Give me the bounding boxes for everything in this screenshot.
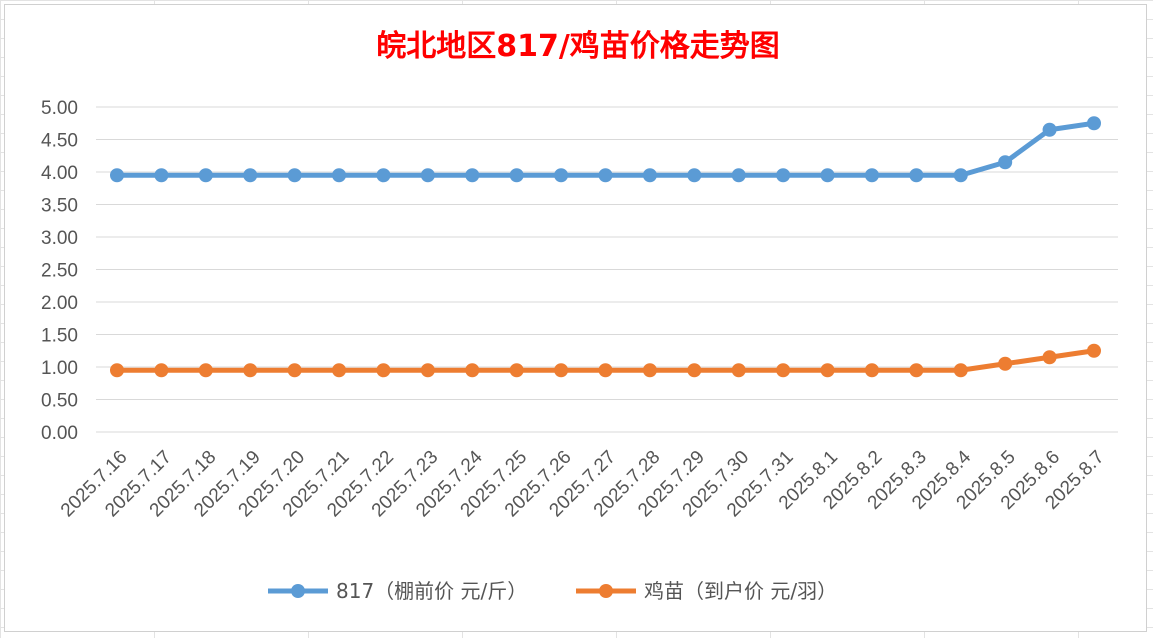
data-point[interactable] (154, 168, 169, 183)
data-point[interactable] (776, 363, 791, 378)
data-point[interactable] (731, 168, 746, 183)
data-point[interactable] (110, 168, 124, 183)
x-axis-ticks: 2025.7.162025.7.172025.7.182025.7.192025… (57, 446, 1109, 521)
y-tick-label: 2.00 (41, 293, 78, 314)
data-point[interactable] (953, 168, 968, 183)
data-point[interactable] (1087, 116, 1101, 131)
data-point[interactable] (420, 363, 435, 378)
data-point[interactable] (376, 363, 391, 378)
legend-label-chick: 鸡苗（到户价 元/羽） (644, 579, 837, 603)
data-point[interactable] (598, 168, 613, 183)
data-point[interactable] (998, 356, 1013, 371)
legend[interactable]: 817（棚前价 元/斤） 鸡苗（到户价 元/羽） (268, 579, 837, 603)
data-point[interactable] (1042, 350, 1057, 365)
data-point[interactable] (909, 168, 924, 183)
data-point[interactable] (509, 168, 524, 183)
y-tick-label: 3.00 (41, 228, 78, 249)
data-point[interactable] (420, 168, 435, 183)
data-point[interactable] (154, 363, 169, 378)
y-tick-label: 3.50 (41, 196, 78, 217)
chart-area[interactable] (4, 4, 1147, 632)
data-point[interactable] (287, 168, 302, 183)
data-point[interactable] (110, 363, 124, 378)
data-point[interactable] (864, 363, 879, 378)
series-1 (110, 343, 1101, 378)
data-point[interactable] (376, 168, 391, 183)
y-tick-label: 4.50 (41, 131, 78, 152)
data-point[interactable] (332, 168, 347, 183)
data-point[interactable] (909, 363, 924, 378)
data-point[interactable] (687, 363, 702, 378)
data-point[interactable] (731, 363, 746, 378)
data-point[interactable] (509, 363, 524, 378)
y-tick-label: 1.50 (41, 326, 78, 347)
y-tick-label: 0.00 (41, 423, 78, 444)
legend-swatch-chick-marker (599, 584, 613, 598)
chart-title: 皖北地区817/鸡苗价格走势图 (376, 29, 780, 64)
data-point[interactable] (953, 363, 968, 378)
legend-item-817[interactable]: 817（棚前价 元/斤） (268, 579, 527, 603)
data-point[interactable] (820, 363, 835, 378)
data-point[interactable] (243, 168, 258, 183)
data-point[interactable] (642, 363, 657, 378)
legend-label-817: 817（棚前价 元/斤） (336, 579, 527, 603)
y-gridlines (96, 106, 1118, 433)
y-tick-label: 1.00 (41, 358, 78, 379)
data-point[interactable] (1087, 343, 1101, 358)
data-point[interactable] (598, 363, 613, 378)
data-point[interactable] (776, 168, 791, 183)
series-0 (110, 116, 1101, 183)
data-point[interactable] (243, 363, 258, 378)
y-tick-label: 5.00 (41, 98, 78, 119)
data-point[interactable] (465, 168, 480, 183)
data-point[interactable] (198, 168, 213, 183)
y-tick-label: 4.00 (41, 163, 78, 184)
y-tick-label: 0.50 (41, 391, 78, 412)
data-point[interactable] (554, 363, 569, 378)
data-point[interactable] (642, 168, 657, 183)
data-point[interactable] (687, 168, 702, 183)
data-point[interactable] (554, 168, 569, 183)
data-point[interactable] (820, 168, 835, 183)
legend-item-chick[interactable]: 鸡苗（到户价 元/羽） (576, 579, 837, 603)
y-tick-label: 2.50 (41, 261, 78, 282)
data-point[interactable] (465, 363, 480, 378)
data-point[interactable] (998, 155, 1013, 170)
data-point[interactable] (864, 168, 879, 183)
data-point[interactable] (287, 363, 302, 378)
series-line (114, 120, 1097, 178)
y-axis-ticks: 0.00 0.50 1.00 1.50 2.00 2.50 3.00 3.50 4.00 4.50… (41, 98, 78, 444)
data-point[interactable] (1042, 122, 1057, 137)
legend-swatch-817-marker (291, 584, 305, 598)
data-point[interactable] (332, 363, 347, 378)
data-series (110, 116, 1101, 378)
data-point[interactable] (198, 363, 213, 378)
